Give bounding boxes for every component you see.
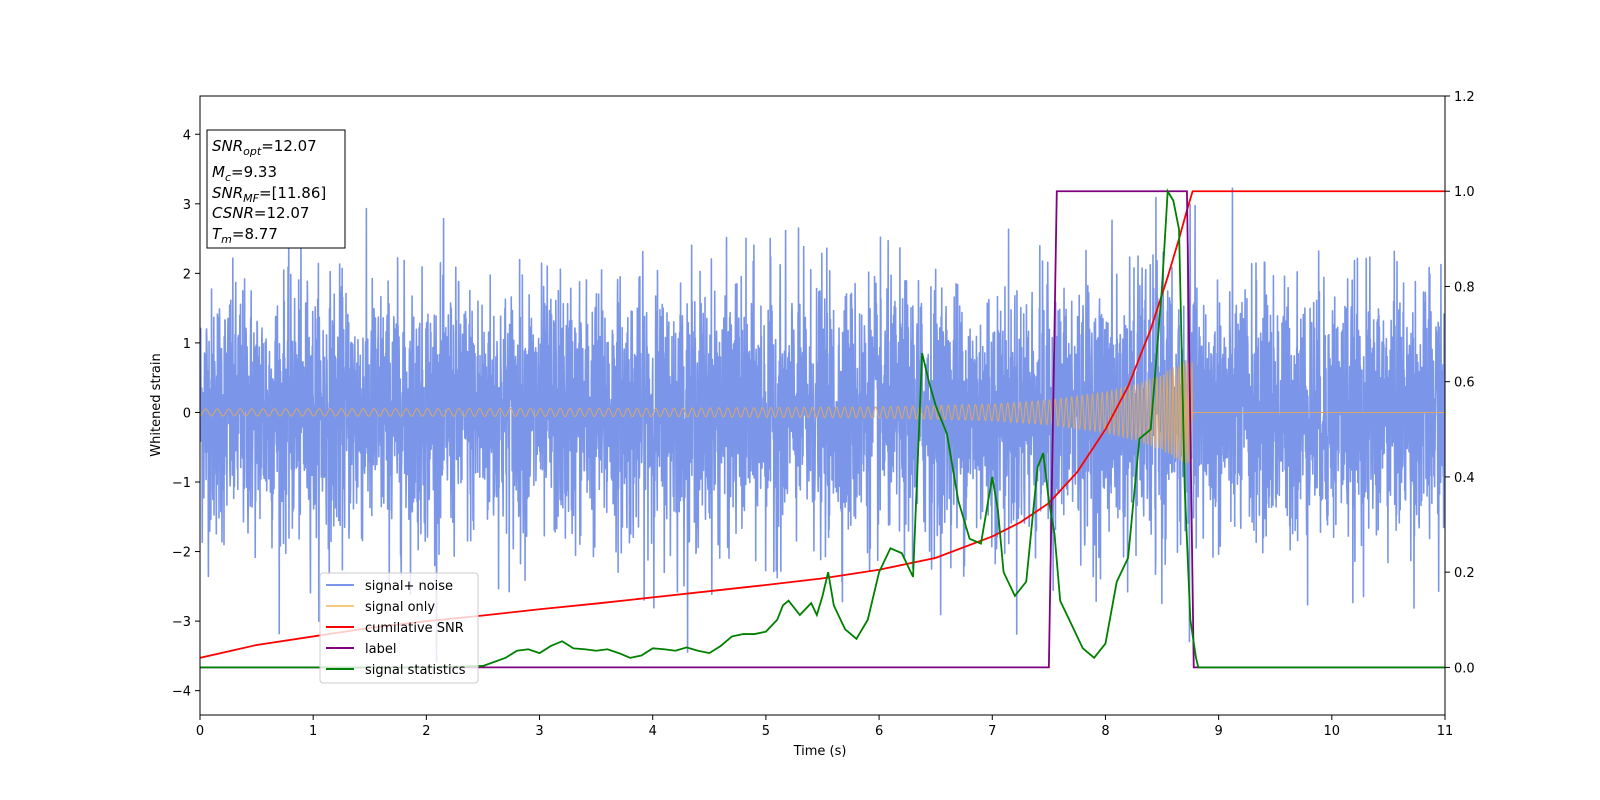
legend[interactable]: signal+ noise signal only cumilative SNR… bbox=[319, 572, 479, 684]
y-left-tick-label: 0 bbox=[183, 406, 191, 421]
series-signal-only bbox=[200, 359, 1445, 468]
info-box: SNRopt=12.07 Mc=9.33 SNRMF=[11.86] CSNR=… bbox=[206, 129, 346, 249]
y-right-tick-label: 0.6 bbox=[1454, 376, 1475, 391]
y-left-tick-label: −4 bbox=[172, 685, 191, 700]
y-left-tick-label: 2 bbox=[183, 267, 191, 282]
x-tick-label: 10 bbox=[1324, 724, 1341, 739]
x-tick-label: 11 bbox=[1437, 724, 1454, 739]
y-axis-label: Whitened strain bbox=[149, 353, 164, 456]
y-right-tick-label: 0.2 bbox=[1454, 566, 1475, 581]
y-left-tick-label: −2 bbox=[172, 546, 191, 561]
y-right-tick-label: 1.0 bbox=[1454, 185, 1475, 200]
info-mc: Mc=9.33 bbox=[212, 163, 277, 184]
legend-label-cumulative-snr: cumilative SNR bbox=[365, 621, 464, 636]
info-box-frame bbox=[206, 129, 346, 249]
series-signal-statistics bbox=[200, 188, 1445, 669]
y-left-tick-label: −3 bbox=[172, 615, 191, 630]
y-left-tick-label: 4 bbox=[183, 128, 191, 143]
y-right-tick-label: 0.8 bbox=[1454, 280, 1475, 295]
x-tick-label: 0 bbox=[196, 724, 204, 739]
y-left-tick-label: 1 bbox=[183, 337, 191, 352]
y-axis-right: 0.0 0.2 0.4 0.6 0.8 1.0 1.2 bbox=[1445, 90, 1475, 676]
x-tick-label: 3 bbox=[535, 724, 543, 739]
legend-label-label: label bbox=[365, 642, 396, 657]
x-tick-label: 8 bbox=[1101, 724, 1109, 739]
y-right-tick-label: 1.2 bbox=[1454, 90, 1475, 105]
y-right-tick-label: 0.4 bbox=[1454, 471, 1475, 486]
x-tick-label: 7 bbox=[988, 724, 996, 739]
x-tick-label: 4 bbox=[649, 724, 657, 739]
x-axis: 0 1 2 3 4 5 6 7 8 9 10 11 bbox=[196, 715, 1453, 739]
info-snr-opt: SNRopt=12.07 bbox=[212, 137, 317, 158]
info-csnr: CSNR=12.07 bbox=[212, 204, 309, 222]
x-axis-label: Time (s) bbox=[793, 744, 847, 759]
x-tick-label: 1 bbox=[309, 724, 317, 739]
series-signal-plus-noise bbox=[200, 187, 1445, 663]
x-tick-label: 5 bbox=[762, 724, 770, 739]
info-tm: Tm=8.77 bbox=[212, 225, 278, 246]
plot-frame bbox=[199, 95, 1446, 716]
y-left-tick-label: −1 bbox=[172, 476, 191, 491]
legend-label-signal-plus-noise: signal+ noise bbox=[365, 579, 453, 594]
x-tick-label: 2 bbox=[422, 724, 430, 739]
info-snr-mf: SNRMF=[11.86] bbox=[212, 184, 326, 205]
legend-label-signal-statistics: signal statistics bbox=[365, 663, 466, 678]
x-tick-label: 9 bbox=[1214, 724, 1222, 739]
legend-label-signal-only: signal only bbox=[365, 600, 435, 615]
x-tick-label: 6 bbox=[875, 724, 883, 739]
legend-frame bbox=[319, 572, 479, 684]
y-right-tick-label: 0.0 bbox=[1454, 661, 1475, 676]
y-axis-left: −4 −3 −2 −1 0 1 2 3 4 bbox=[172, 128, 200, 700]
y-left-tick-label: 3 bbox=[183, 198, 191, 213]
